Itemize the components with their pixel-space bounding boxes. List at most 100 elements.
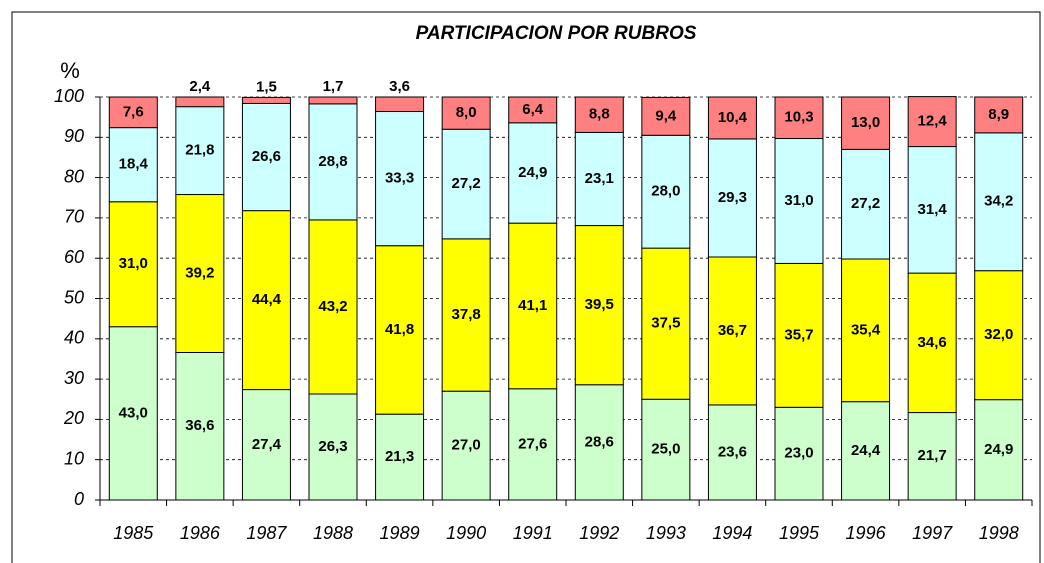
bar-segment [508, 122, 558, 224]
data-label: 41,8 [385, 321, 414, 338]
data-label: 37,8 [452, 306, 481, 323]
data-label: 36,7 [718, 322, 747, 339]
bar-segment [241, 96, 291, 104]
bar-segment [108, 127, 158, 203]
y-tick-label: 0 [74, 489, 84, 509]
data-label: 27,6 [518, 435, 547, 452]
data-label: 31,0 [784, 192, 813, 209]
x-tick-label: 1995 [779, 523, 820, 543]
data-label: 27,4 [252, 436, 282, 453]
bar-segment [441, 390, 491, 501]
data-label: 1,5 [256, 78, 277, 95]
data-label: 12,4 [918, 113, 948, 130]
data-label: 28,6 [585, 433, 614, 450]
bar-segment [707, 138, 757, 258]
chart-title: PARTICIPACION POR RUBROS [416, 23, 697, 44]
data-label: 23,6 [718, 443, 747, 460]
x-tick-label: 1993 [646, 523, 686, 543]
bar-segment [574, 131, 624, 227]
x-tick-label: 1988 [313, 523, 353, 543]
bar-segment [974, 132, 1024, 272]
data-label: 31,4 [918, 201, 948, 218]
x-tick-label: 1998 [979, 523, 1019, 543]
y-tick-label: 90 [64, 126, 84, 146]
data-label: 6,4 [522, 101, 544, 118]
bar-segment [974, 270, 1024, 401]
data-label: 23,1 [585, 170, 614, 187]
data-label: 37,5 [651, 315, 680, 332]
x-tick-label: 1991 [513, 523, 553, 543]
x-tick-label: 1990 [446, 523, 486, 543]
data-label: 33,3 [385, 170, 414, 187]
bar-segment [841, 148, 891, 260]
bar-segment [241, 102, 291, 212]
x-tick-label: 1994 [712, 523, 752, 543]
data-label: 21,7 [918, 447, 947, 464]
y-tick-label: 10 [64, 448, 84, 468]
y-tick-label: 60 [64, 247, 84, 267]
x-tick-label: 1986 [180, 523, 221, 543]
data-label: 7,6 [123, 103, 144, 120]
bar-segment [774, 262, 824, 408]
bar-segment [308, 219, 358, 395]
data-label: 39,5 [585, 296, 614, 313]
bar-segment [974, 96, 1024, 134]
bar-segment [108, 96, 158, 129]
bar-segment [841, 401, 891, 501]
bar-segment [108, 201, 158, 328]
data-label: 18,4 [119, 156, 149, 173]
bar-segment [508, 388, 558, 501]
data-label: 9,4 [655, 107, 677, 124]
y-tick-label: 50 [64, 287, 84, 307]
data-label: 32,0 [984, 326, 1013, 343]
data-label: 13,0 [851, 114, 880, 131]
bar-segment [175, 106, 225, 196]
data-label: 28,0 [651, 183, 680, 200]
bar-segment [175, 96, 225, 108]
bar-segment [508, 96, 558, 124]
bar-segment [308, 393, 358, 501]
data-label: 41,1 [518, 297, 547, 314]
bar-segment [641, 96, 691, 136]
data-label: 8,0 [456, 104, 477, 121]
x-tick-label: 1992 [579, 523, 619, 543]
data-label: 34,2 [984, 193, 1013, 210]
y-axis-label: % [60, 58, 80, 83]
data-label: 8,8 [589, 106, 610, 123]
bar-segment [641, 134, 691, 249]
data-label: 25,0 [651, 441, 680, 458]
data-label: 36,6 [185, 417, 214, 434]
data-label: 10,4 [718, 109, 748, 126]
data-label: 43,2 [318, 298, 347, 315]
y-tick-label: 80 [64, 166, 84, 186]
data-label: 34,6 [918, 334, 947, 351]
data-label: 21,8 [185, 142, 214, 159]
chart-frame [11, 11, 1041, 563]
x-tick-label: 1987 [246, 523, 287, 543]
data-label: 27,2 [452, 175, 481, 192]
bar-segment [441, 128, 491, 240]
bar-segment [641, 247, 691, 400]
data-label: 29,3 [718, 189, 747, 206]
bar-segment [375, 413, 425, 501]
y-tick-label: 70 [64, 207, 84, 227]
data-label: 24,9 [518, 164, 547, 181]
data-label: 28,8 [318, 153, 347, 170]
y-tick-label: 30 [64, 368, 84, 388]
y-tick-label: 20 [63, 408, 84, 428]
bar-segment [774, 96, 824, 140]
bar-segment [841, 258, 891, 403]
bar-segment [441, 96, 491, 130]
y-tick-label: 100 [54, 86, 84, 106]
data-label: 23,0 [784, 445, 813, 462]
x-tick-label: 1996 [846, 523, 887, 543]
data-label: 3,6 [389, 78, 410, 95]
data-label: 1,7 [323, 78, 344, 95]
data-label: 10,3 [784, 109, 813, 126]
bar-segment [574, 225, 624, 386]
bar-segment [907, 412, 957, 501]
bar-segment [774, 138, 824, 264]
data-label: 26,3 [318, 438, 347, 455]
data-label: 43,0 [119, 404, 148, 421]
